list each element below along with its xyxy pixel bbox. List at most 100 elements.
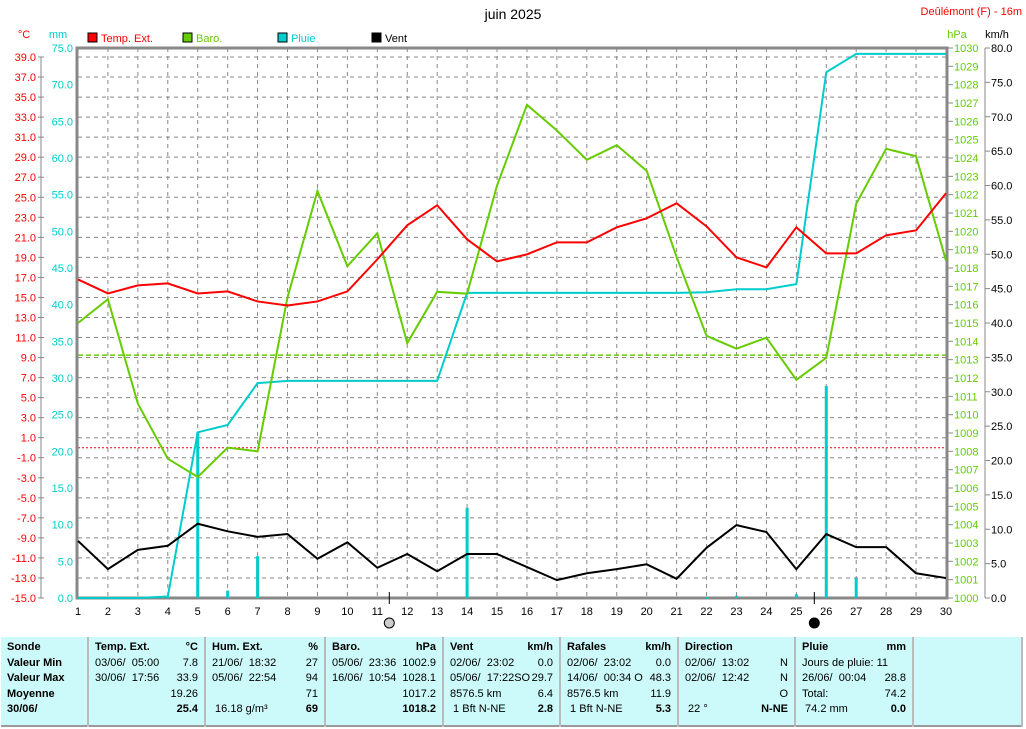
cell-value: 29.7	[531, 672, 553, 684]
baro-tick-label: 1025	[954, 135, 978, 147]
cell-label: 02/06/ 23:02	[567, 656, 632, 669]
cell-value: N	[780, 672, 788, 684]
rain-tick-label: 75.0	[52, 43, 73, 55]
baro-tick-label: 1003	[954, 538, 978, 550]
rain-unit: mm	[49, 29, 67, 41]
rain-bar	[794, 594, 798, 598]
cell-value: 48.3	[649, 672, 671, 684]
baro-tick-label: 1019	[954, 245, 978, 257]
rain-tick-label: 15.0	[52, 483, 73, 495]
cell-label: 03/06/ 05:00	[95, 656, 160, 669]
baro-tick-label: 1006	[954, 483, 978, 495]
wind-tick-label: 5.0	[991, 559, 1006, 571]
temp-tick-label: -1.0	[17, 453, 36, 465]
summary-table: Sonde Valeur Min Valeur Max Moyenne 30/06/Te…	[1, 637, 1023, 727]
table-row: 02/06/ 23:02 0.0	[567, 656, 671, 672]
wind-tick-label: 20.0	[991, 456, 1012, 468]
table-row: 30/06/ 17:56 33.9	[95, 671, 198, 687]
cell-label: Total:	[802, 687, 829, 700]
x-tick-label: 5	[195, 606, 201, 618]
table-column: Vent km/h 02/06/ 23:02 0.0 05/06/ 17:22SO 29.…	[443, 637, 561, 726]
rain-tick-label: 5.0	[58, 556, 73, 568]
x-tick-label: 21	[670, 606, 682, 618]
x-tick-label: 28	[880, 606, 892, 618]
wind-tick-label: 75.0	[991, 77, 1012, 89]
temp-tick-label: 13.0	[15, 312, 36, 324]
baro-tick-label: 1009	[954, 428, 978, 440]
cell-value: 69	[305, 703, 318, 715]
x-tick-label: 17	[551, 606, 563, 618]
temp-tick-label: 21.0	[15, 232, 36, 244]
wind-tick-label: 0.0	[991, 593, 1006, 605]
table-column: Baro. hPa 05/06/ 23:36 1002.9 16/06/ 10:54 10…	[325, 637, 444, 726]
rain-cumulative-line	[78, 52, 946, 599]
temp-unit: °C	[18, 29, 30, 41]
chart-title: juin 2025	[484, 6, 542, 22]
rain-bar	[854, 578, 858, 598]
wind-tick-label: 30.0	[991, 387, 1012, 399]
table-row: Jours de pluie: 11	[802, 656, 906, 672]
table-column: Hum. Ext.% 21/06/ 18:32 27 05/06/ 22:54 94 71…	[205, 637, 326, 726]
cell-value: 1028.1	[402, 672, 436, 684]
x-tick-label: 15	[491, 606, 503, 618]
temp-tick-label: 1.0	[21, 433, 36, 445]
temp-tick-label: -7.0	[17, 513, 36, 525]
new-moon-icon	[808, 617, 820, 629]
cell-value: 27	[305, 656, 318, 669]
table-row: Valeur Min	[7, 656, 81, 672]
wind-tick-label: 50.0	[991, 249, 1012, 261]
column-header: Temp. Ext. °C	[95, 640, 198, 656]
table-row: 8576.5 km 11.9	[567, 687, 671, 703]
rain-tick-label: 45.0	[52, 263, 73, 275]
full-moon-icon	[383, 617, 395, 629]
plot-frame	[75, 46, 949, 600]
x-tick-label: 12	[401, 606, 413, 618]
cell-label: 02/06/ 13:02	[685, 656, 750, 669]
cell-value: 25.4	[176, 703, 198, 715]
cell-value: 0.0	[655, 656, 671, 669]
temp-tick-label: 31.0	[15, 132, 36, 144]
temp-tick-label: 11.0	[15, 333, 36, 345]
header-label: Baro.	[332, 641, 361, 653]
x-tick-label: 27	[850, 606, 862, 618]
wind-tick-label: 45.0	[991, 284, 1012, 296]
cell-value: N	[780, 656, 788, 669]
table-column: Sonde Valeur Min Valeur Max Moyenne 30/06/	[1, 637, 89, 726]
table-row: 22 ° N-NE	[685, 702, 788, 718]
table-row: 1 Bft N-NE 2.8	[450, 702, 553, 718]
wind-tick-label: 80.0	[991, 43, 1012, 55]
cell-label: 21/06/ 18:32	[212, 656, 277, 669]
temp-tick-label: 9.0	[21, 353, 36, 365]
cell-label: 74.2 mm	[802, 703, 848, 715]
rain-tick-label: 40.0	[52, 300, 73, 312]
temp-tick-label: 7.0	[21, 373, 36, 385]
column-header: Sonde	[7, 640, 81, 656]
baro-tick-label: 1015	[954, 318, 978, 330]
rain-bar	[705, 597, 709, 599]
rain-tick-label: 35.0	[52, 336, 73, 348]
table-column: Temp. Ext. °C 03/06/ 05:00 7.8 30/06/ 17:56 3…	[88, 637, 206, 726]
header-unit: mm	[886, 641, 906, 653]
table-row: 1018.2	[332, 702, 436, 718]
x-tick-label: 1	[75, 606, 81, 618]
temp-tick-label: 39.0	[15, 52, 36, 64]
cell-value: 74.2	[884, 687, 906, 700]
table-row: 05/06/ 22:54 94	[212, 671, 318, 687]
column-header: Direction	[685, 640, 788, 656]
temp-line	[77, 192, 947, 307]
x-tick-label: 25	[790, 606, 802, 618]
cell-label: 16.18 g/m³	[212, 703, 268, 715]
x-tick-label: 6	[225, 606, 231, 618]
baro-tick-label: 1026	[954, 116, 978, 128]
header-label: Rafales	[567, 641, 607, 653]
column-header: Rafales km/h	[567, 640, 671, 656]
table-row: 05/06/ 17:22SO 29.7	[450, 671, 553, 687]
baro-tick-label: 1029	[954, 61, 978, 73]
baro-tick-label: 1028	[954, 80, 978, 92]
x-tick-label: 4	[165, 606, 171, 618]
baro-tick-label: 1010	[954, 410, 978, 422]
baro-tick-label: 1030	[954, 43, 978, 55]
table-row: Moyenne	[7, 687, 81, 703]
cell-label: 8576.5 km	[450, 687, 502, 700]
legend-label: Baro.	[196, 33, 222, 45]
